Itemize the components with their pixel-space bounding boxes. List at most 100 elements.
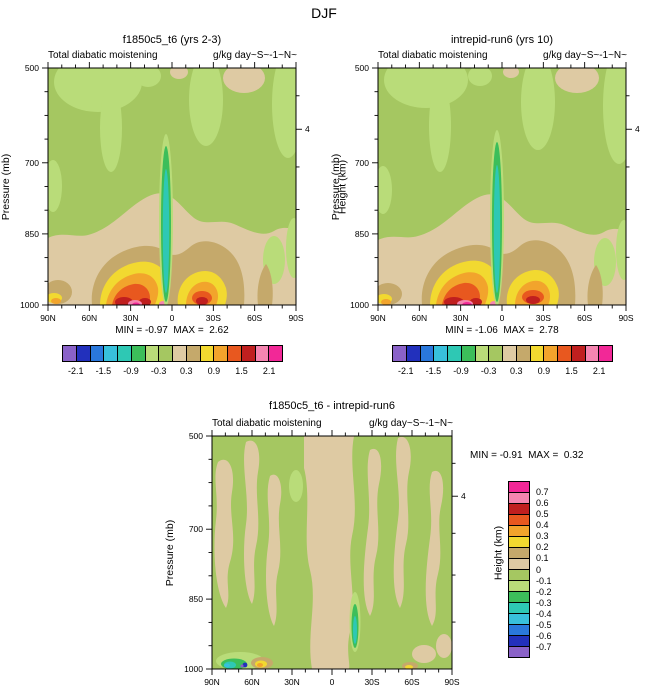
colorbar-swatch xyxy=(199,345,215,362)
cb-label: 0.9 xyxy=(537,366,551,376)
ytick-850: 850 xyxy=(188,594,203,605)
units-label: g/kg day~S~-1~N~ xyxy=(543,50,627,61)
colorbar-swatch xyxy=(405,345,421,362)
ytick-1000: 1000 xyxy=(20,300,39,310)
panel-a-title: f1850c5_t6 (yrs 2-3) xyxy=(122,34,222,46)
colorbar-swatch xyxy=(543,345,558,362)
colorbar-swatch xyxy=(172,345,187,362)
panel-b-subtitle: Total diabatic moistening g/kg day~S~-1~… xyxy=(378,50,627,61)
colorbar-swatch xyxy=(75,345,91,362)
panel-c-title: f1850c5_t6 - intrepid-run6 xyxy=(269,400,395,412)
ytick-500: 500 xyxy=(354,63,369,73)
colorbar-labels-a: -2.1 -1.5 -0.9 -0.3 0.3 0.9 1.5 2.1 xyxy=(62,366,283,377)
height-axis-label: Height (km) xyxy=(492,525,504,580)
units-label: g/kg day~S~-1~N~ xyxy=(213,50,297,61)
xtick-60n: 60N xyxy=(411,313,428,323)
ytick-500: 500 xyxy=(24,63,39,73)
xtick-30n: 30N xyxy=(284,677,300,687)
pressure-axis-label: Pressure (mb) xyxy=(0,153,12,220)
cb-label: -1.5 xyxy=(95,366,112,376)
xtick-90s: 90S xyxy=(618,313,634,323)
minmax-stats-a: MIN = -0.97 MAX = 2.62 xyxy=(115,325,229,336)
cb-label: 2.1 xyxy=(262,366,276,376)
colorbar-swatch xyxy=(557,345,572,362)
cbv-label: 0.1 xyxy=(536,553,549,564)
colorbar-swatch xyxy=(570,345,586,362)
cbv-label: 0 xyxy=(536,564,542,575)
colorbar-swatch xyxy=(598,345,613,362)
cb-label: 0.3 xyxy=(510,366,523,376)
colorbar-swatch xyxy=(240,345,256,362)
pressure-axis-label: Pressure (mb) xyxy=(164,519,176,586)
cbv-label: -0.3 xyxy=(536,597,552,608)
panel-c-subtitle: Total diabatic moistening g/kg day~S~-1~… xyxy=(212,418,453,429)
colorbar-swatch xyxy=(89,345,105,362)
colorbar-swatch xyxy=(392,345,407,362)
xtick-90s: 90S xyxy=(288,313,304,323)
ytick-700: 700 xyxy=(354,157,369,168)
cb-label: -0.9 xyxy=(123,366,139,376)
colorbar-swatch xyxy=(144,345,160,362)
contour-field-b xyxy=(372,62,632,311)
cb-label: -1.5 xyxy=(425,366,442,376)
cb-label: -2.1 xyxy=(68,366,84,376)
ytick-850: 850 xyxy=(354,228,369,239)
xtick-60s: 60S xyxy=(577,313,593,323)
contour-field-a xyxy=(42,62,302,311)
contour-plot-b: Pressure (mb) Height (km) 500 700 850 10… xyxy=(330,62,640,323)
colorbar-swatch xyxy=(447,345,462,362)
xtick-30s: 30S xyxy=(205,313,221,323)
pressure-axis-label: Pressure (mb) xyxy=(330,153,342,220)
xtick-60n: 60N xyxy=(81,313,98,323)
cb-label: 2.1 xyxy=(592,366,606,376)
colorbar-swatch xyxy=(103,345,118,362)
minmax-stats-b: MIN = -1.06 MAX = 2.78 xyxy=(445,325,559,336)
colorbar-swatch xyxy=(268,345,283,362)
cb-label: -0.9 xyxy=(453,366,469,376)
xtick-90n: 90N xyxy=(40,313,56,323)
colorbar-swatch xyxy=(433,345,448,362)
cb-label: -0.3 xyxy=(150,366,167,376)
ytick-1000: 1000 xyxy=(350,300,369,310)
contour-fill-layers xyxy=(48,68,296,305)
cbv-label: 0.3 xyxy=(536,531,549,542)
colorbar-labels-b: -2.1 -1.5 -0.9 -0.3 0.3 0.9 1.5 2.1 xyxy=(392,366,613,377)
panel-a-subtitle: Total diabatic moistening g/kg day~S~-1~… xyxy=(48,50,297,61)
height-tick-4: 4 xyxy=(635,124,640,135)
colorbar-swatch xyxy=(529,345,545,362)
panel-f1850c5: f1850c5_t6 (yrs 2-3) Total diabatic mois… xyxy=(0,26,348,392)
colorbar-swatch xyxy=(117,345,132,362)
cbv-label: 0.7 xyxy=(536,487,549,498)
colorbar-swatch xyxy=(474,345,490,362)
contour-field-c xyxy=(206,430,458,675)
height-tick-4: 4 xyxy=(461,491,466,502)
colorbar-swatch xyxy=(515,345,531,362)
xtick-60s: 60S xyxy=(404,677,420,687)
ytick-700: 700 xyxy=(188,524,203,535)
contour-plot-a: Pressure (mb) Height (km) 500 700 850 10… xyxy=(0,62,348,323)
cbv-label: -0.1 xyxy=(536,575,552,586)
panel-difference: f1850c5_t6 - intrepid-run6 Total diabati… xyxy=(164,396,504,694)
cb-label: 0.3 xyxy=(180,366,193,376)
xtick-30n: 30N xyxy=(452,313,469,323)
main-title: DJF xyxy=(311,5,337,21)
cb-label: 1.5 xyxy=(235,366,248,376)
xtick-30s: 30S xyxy=(364,677,380,687)
colorbar-swatch xyxy=(584,345,600,362)
field-title: Total diabatic moistening xyxy=(48,50,158,61)
colorbar-difference xyxy=(508,481,530,658)
cbv-label: -0.7 xyxy=(536,641,552,652)
cbv-label: 0.4 xyxy=(536,520,549,531)
field-title: Total diabatic moistening xyxy=(212,418,322,429)
cb-label: -0.3 xyxy=(480,366,497,376)
xtick-30n: 30N xyxy=(122,313,139,323)
cbv-label: 0.6 xyxy=(536,498,549,509)
cbv-label: 0.2 xyxy=(536,542,549,553)
panel-b-title: intrepid-run6 (yrs 10) xyxy=(450,34,554,46)
xtick-90n: 90N xyxy=(204,677,220,687)
colorbar-swatch xyxy=(130,345,146,362)
cbv-label: -0.5 xyxy=(536,619,552,630)
contour-plot-c: Pressure (mb) Height (km) 500 700 850 10… xyxy=(164,430,504,687)
colorbar-swatch xyxy=(488,345,503,362)
colorbar-swatch xyxy=(254,345,270,362)
